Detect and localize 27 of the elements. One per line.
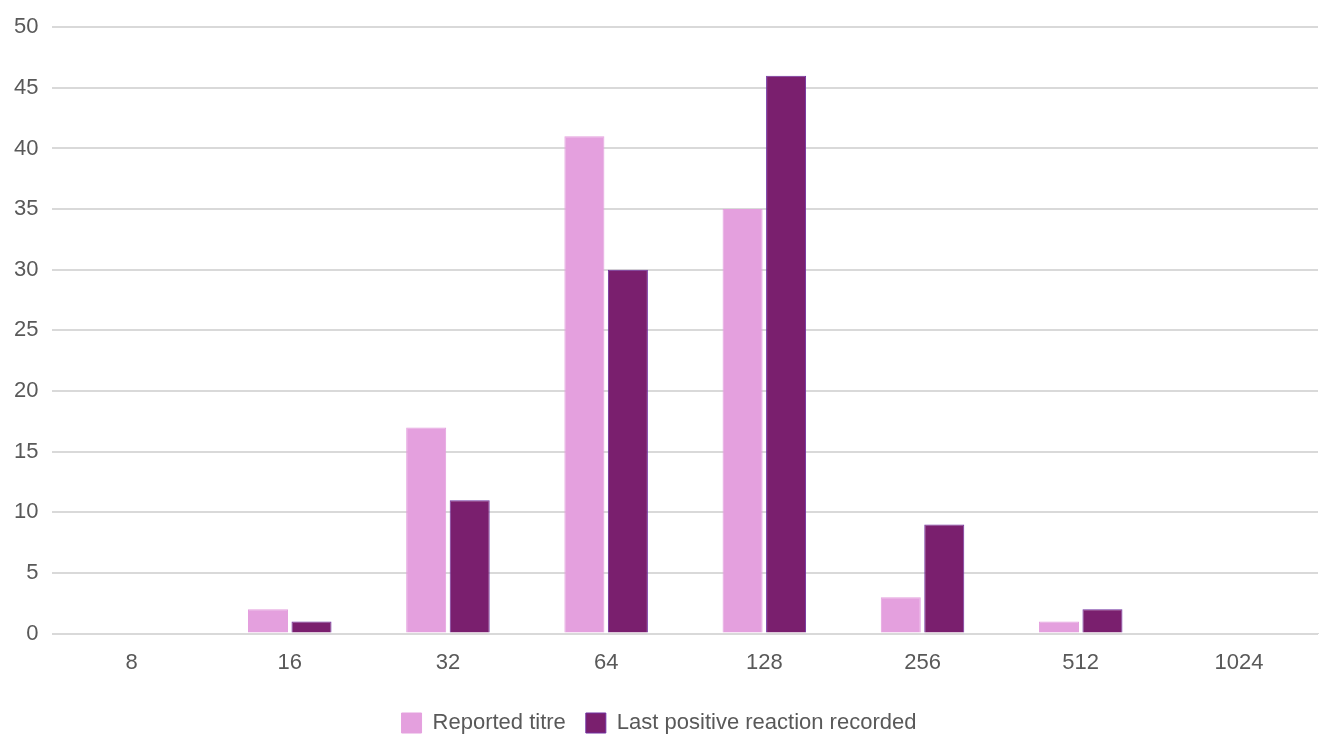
x-tick-label: 32 xyxy=(435,648,461,674)
x-tick-label: 128 xyxy=(745,648,783,674)
y-tick-label: 20 xyxy=(13,377,39,403)
x-tick-label: 16 xyxy=(277,648,302,674)
y-tick-label: 30 xyxy=(13,255,39,281)
y-tick-label: 0 xyxy=(26,619,39,645)
y-tick-label: 25 xyxy=(13,316,39,342)
x-tick-label: 256 xyxy=(904,648,941,674)
bar xyxy=(406,427,447,633)
y-tick-label: 35 xyxy=(13,195,39,221)
y-tick-label: 15 xyxy=(13,437,39,463)
y-tick-label: 50 xyxy=(13,13,39,39)
x-tick-label: 512 xyxy=(1062,648,1100,674)
y-tick-label: 45 xyxy=(13,73,39,99)
bar xyxy=(722,209,763,633)
y-tick-label: 5 xyxy=(26,559,39,585)
bar xyxy=(880,597,921,633)
legend-label: Last positive reaction recorded xyxy=(616,709,917,735)
bar xyxy=(1038,621,1079,633)
y-tick-label: 40 xyxy=(13,134,39,160)
bar xyxy=(248,609,289,633)
legend-label: Reported titre xyxy=(432,709,566,735)
bar xyxy=(564,136,605,633)
x-tick-label: 8 xyxy=(125,648,138,674)
x-tick-label: 1024 xyxy=(1214,648,1264,674)
x-tick-label: 64 xyxy=(593,648,619,674)
y-tick-label: 10 xyxy=(13,498,39,524)
